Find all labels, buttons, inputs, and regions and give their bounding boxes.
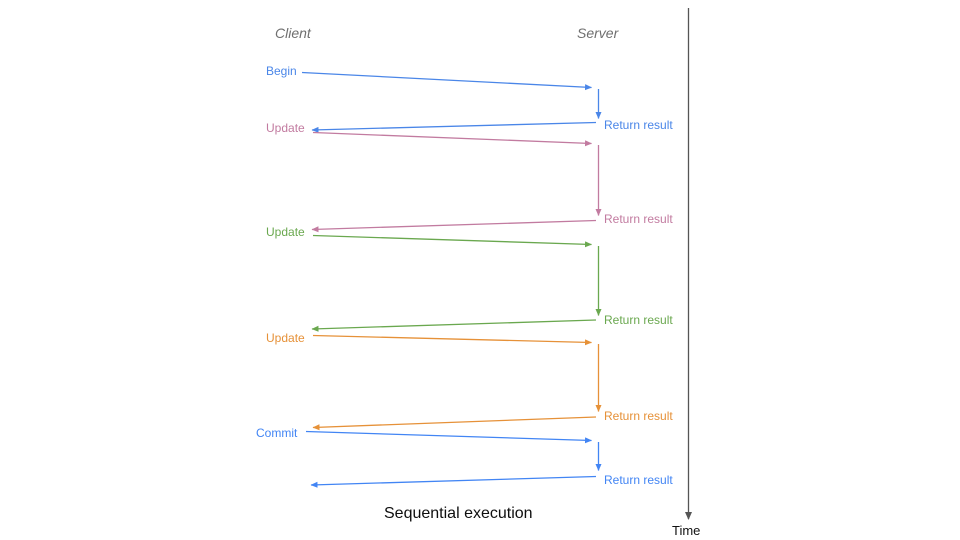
commit-label: Commit (256, 426, 298, 440)
update-1-label: Update (266, 121, 305, 135)
update-3-label: Update (266, 331, 305, 345)
transaction-commit (305, 430, 602, 488)
diagram-title: Sequential execution (384, 505, 533, 522)
commit-return-arrow (310, 475, 597, 488)
begin-return-label: Return result (604, 118, 673, 132)
begin-request-arrow (301, 71, 592, 91)
update-2-request-arrow (312, 234, 592, 248)
update-3-request-arrow (312, 334, 592, 346)
commit-return-label: Return result (604, 473, 673, 487)
update-2-return-label: Return result (604, 313, 673, 327)
commit-request-arrow (305, 430, 592, 444)
update-1-request-arrow (312, 131, 592, 147)
begin-label: Begin (266, 64, 297, 78)
update-1-return-label: Return result (604, 212, 673, 226)
transaction-update-3 (312, 334, 602, 431)
update-3-return-arrow (312, 416, 597, 431)
update-2-return-arrow (311, 319, 597, 332)
time-axis-label: Time (672, 523, 701, 538)
transaction-update-1 (311, 131, 602, 233)
update-1-return-arrow (311, 219, 597, 233)
update-3-return-label: Return result (604, 409, 673, 423)
transaction-update-2 (311, 234, 602, 332)
server-header: Server (577, 25, 619, 41)
client-header: Client (275, 25, 311, 41)
transaction-begin (301, 71, 602, 133)
update-2-label: Update (266, 225, 305, 239)
begin-return-arrow (311, 121, 597, 133)
